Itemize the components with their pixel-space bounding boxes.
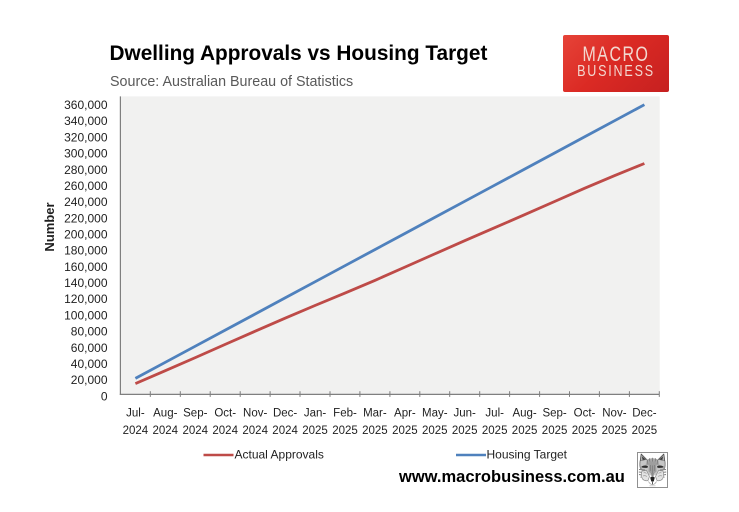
svg-text:Apr-: Apr- (394, 408, 416, 420)
svg-text:Mar-: Mar- (363, 408, 387, 420)
svg-text:Jul-: Jul- (485, 408, 504, 420)
svg-text:260,000: 260,000 (64, 179, 108, 193)
svg-text:80,000: 80,000 (71, 325, 108, 339)
svg-text:240,000: 240,000 (64, 195, 108, 209)
svg-text:2024: 2024 (212, 425, 238, 437)
svg-text:Oct-: Oct- (214, 408, 236, 420)
svg-text:Dec-: Dec- (273, 408, 297, 420)
svg-text:Oct-: Oct- (574, 408, 596, 420)
svg-text:2025: 2025 (422, 425, 448, 437)
svg-text:Jun-: Jun- (454, 408, 477, 420)
svg-text:160,000: 160,000 (64, 260, 108, 274)
svg-text:Nov-: Nov- (602, 408, 626, 420)
svg-text:2025: 2025 (482, 425, 508, 437)
svg-text:Number: Number (42, 202, 57, 251)
svg-text:2025: 2025 (362, 425, 388, 437)
svg-text:2024: 2024 (272, 425, 298, 437)
svg-text:220,000: 220,000 (64, 211, 108, 225)
svg-text:340,000: 340,000 (64, 114, 108, 128)
svg-text:Jan-: Jan- (304, 408, 327, 420)
svg-text:2024: 2024 (123, 425, 149, 437)
svg-text:Dec-: Dec- (632, 408, 656, 420)
svg-text:140,000: 140,000 (64, 276, 108, 290)
svg-text:2025: 2025 (632, 425, 658, 437)
svg-text:Sep-: Sep- (542, 408, 566, 420)
svg-text:Feb-: Feb- (333, 408, 357, 420)
svg-text:100,000: 100,000 (64, 308, 108, 322)
svg-text:180,000: 180,000 (64, 244, 108, 258)
svg-text:Aug-: Aug- (512, 408, 536, 420)
svg-text:Housing Target: Housing Target (487, 447, 568, 461)
svg-text:Aug-: Aug- (153, 408, 177, 420)
svg-text:40,000: 40,000 (71, 357, 108, 371)
svg-text:360,000: 360,000 (64, 98, 108, 112)
svg-text:2025: 2025 (392, 425, 418, 437)
svg-text:280,000: 280,000 (64, 163, 108, 177)
svg-text:Jul-: Jul- (126, 408, 145, 420)
svg-text:May-: May- (422, 408, 448, 420)
svg-text:2024: 2024 (242, 425, 268, 437)
svg-text:60,000: 60,000 (71, 341, 108, 355)
svg-text:2025: 2025 (512, 425, 538, 437)
svg-text:Nov-: Nov- (243, 408, 267, 420)
svg-text:2025: 2025 (572, 425, 598, 437)
svg-text:2025: 2025 (542, 425, 568, 437)
svg-text:2025: 2025 (602, 425, 628, 437)
svg-text:Sep-: Sep- (183, 408, 207, 420)
svg-text:320,000: 320,000 (64, 130, 108, 144)
svg-text:2024: 2024 (153, 425, 179, 437)
svg-text:200,000: 200,000 (64, 228, 108, 242)
svg-text:20,000: 20,000 (71, 373, 108, 387)
svg-text:120,000: 120,000 (64, 292, 108, 306)
svg-text:0: 0 (101, 389, 108, 403)
svg-text:2025: 2025 (302, 425, 328, 437)
svg-text:2025: 2025 (332, 425, 358, 437)
svg-text:2025: 2025 (452, 425, 478, 437)
svg-text:2024: 2024 (183, 425, 209, 437)
svg-text:Actual Approvals: Actual Approvals (235, 447, 324, 461)
svg-text:300,000: 300,000 (64, 147, 108, 161)
